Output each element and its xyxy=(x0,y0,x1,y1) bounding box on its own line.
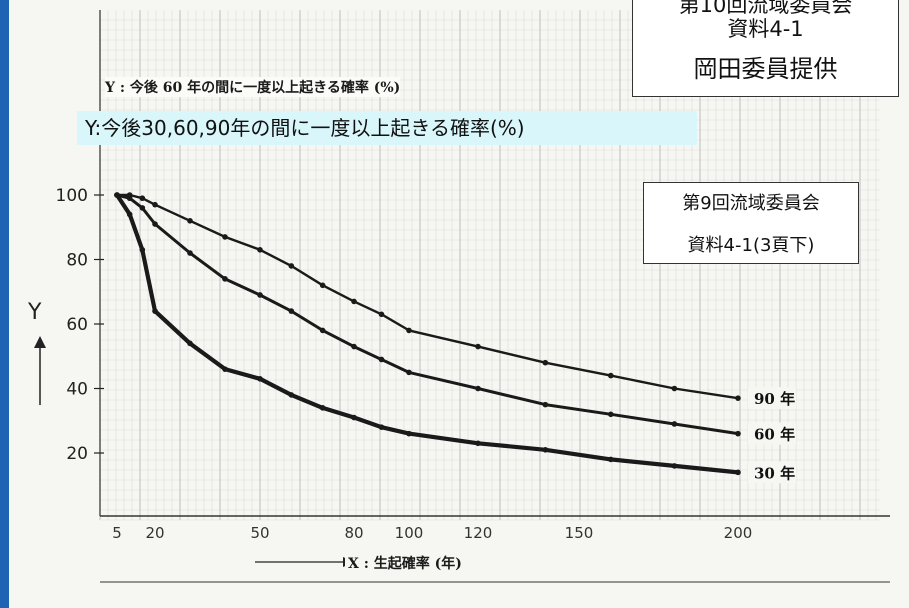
data-point xyxy=(288,308,295,314)
data-point xyxy=(152,201,158,208)
x-tick-label: 80 xyxy=(344,524,363,542)
data-point xyxy=(351,414,357,421)
x-tick-label: 120 xyxy=(464,524,493,542)
y-tick-label: 100 xyxy=(56,186,88,206)
chart-title: Y : 今後 60 年の間に一度以上起きる確率 (%) xyxy=(105,77,401,97)
series-label: 60 年 xyxy=(754,426,795,444)
chart-labels: 20 40 60 80 100 5 20 50 80 100 120 150 200 xyxy=(56,186,753,542)
data-point xyxy=(475,440,481,447)
data-point xyxy=(351,343,357,350)
y-tick-label: 20 xyxy=(66,444,88,464)
data-point xyxy=(671,463,678,469)
reference-box: 第9回流域委員会 資料4-1(3頁下) xyxy=(643,182,859,264)
data-point xyxy=(126,195,133,202)
provider-label: 岡田委員提供 xyxy=(693,55,838,83)
data-point xyxy=(378,311,385,318)
data-point xyxy=(608,411,614,418)
data-point xyxy=(378,424,385,431)
reference-meeting: 第9回流域委員会 xyxy=(682,193,820,214)
data-point xyxy=(187,340,193,347)
accent-stripe xyxy=(0,0,9,608)
data-point xyxy=(139,205,146,211)
data-point xyxy=(319,327,326,334)
series-label-background xyxy=(748,387,796,410)
x-tick-label: 20 xyxy=(145,524,164,542)
data-point xyxy=(187,250,193,256)
data-point xyxy=(735,469,741,476)
reference-document: 資料4-1(3頁下) xyxy=(687,235,815,256)
x-tick-label: 50 xyxy=(250,524,269,542)
data-point xyxy=(608,372,614,379)
x-axis-label: X : 生起確率 (年) xyxy=(345,553,465,573)
series-label: 30 年 xyxy=(754,464,795,482)
y-tick-label: 40 xyxy=(66,380,88,400)
data-point xyxy=(406,327,412,334)
data-point xyxy=(475,343,481,350)
data-point xyxy=(126,211,133,218)
data-point xyxy=(542,446,549,453)
chart-series: 90 年 60 年 30 年 xyxy=(114,192,796,484)
y-tick-label: 80 xyxy=(66,251,88,271)
data-point xyxy=(257,292,263,298)
data-point xyxy=(152,308,158,314)
data-point xyxy=(319,405,326,411)
data-point xyxy=(608,456,614,463)
data-point xyxy=(671,385,678,392)
y-caption-overlay: Y:今後30,60,90年の間に一度以上起きる確率(%) xyxy=(77,111,697,145)
data-point xyxy=(406,369,412,376)
series-label-background xyxy=(748,461,796,484)
x-tick-label: 200 xyxy=(724,524,753,542)
data-point xyxy=(542,359,549,366)
chart-axes xyxy=(34,10,890,583)
series-label: 90 年 xyxy=(754,390,795,408)
data-point xyxy=(139,195,146,202)
x-tick-label: 100 xyxy=(395,524,424,542)
x-tick-label: 150 xyxy=(565,524,594,542)
data-point xyxy=(671,421,678,427)
data-point xyxy=(288,392,295,398)
data-point xyxy=(288,263,295,269)
series-label-background xyxy=(748,422,796,445)
data-point xyxy=(406,430,412,437)
data-point xyxy=(114,192,120,198)
document-number: 資料4-1 xyxy=(727,17,804,41)
y-axis-arrow-head xyxy=(34,336,46,348)
data-point xyxy=(475,385,481,392)
data-point xyxy=(319,282,326,289)
data-point xyxy=(735,395,741,401)
data-point xyxy=(222,234,228,240)
x-tick-label: 5 xyxy=(112,524,122,542)
data-point xyxy=(542,401,549,408)
data-point xyxy=(152,221,158,227)
scanned-chart-paper xyxy=(9,0,909,608)
y-axis-label: Y xyxy=(28,300,42,325)
data-point xyxy=(351,298,357,305)
data-point xyxy=(139,247,146,253)
meeting-name: 第10回流域委員会 xyxy=(678,0,853,17)
meeting-info-box: 第10回流域委員会 資料4-1 岡田委員提供 xyxy=(632,0,899,97)
data-point xyxy=(222,276,228,282)
data-point xyxy=(378,356,385,363)
data-point xyxy=(257,376,263,382)
y-tick-label: 60 xyxy=(66,315,88,335)
data-point xyxy=(735,430,741,437)
data-point xyxy=(257,247,263,253)
data-point xyxy=(222,366,228,372)
data-point xyxy=(187,218,193,224)
